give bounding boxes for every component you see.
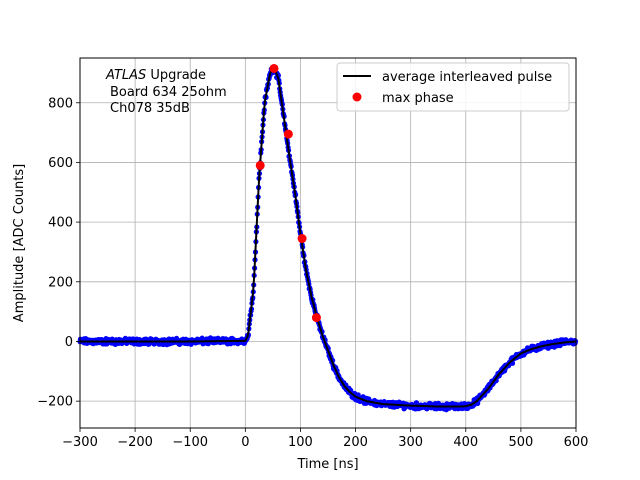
- plot-frame: [79, 57, 577, 429]
- legend-entry-line: average interleaved pulse: [382, 70, 552, 85]
- x-tick-label: 500: [508, 435, 533, 450]
- y-axis-label: Amplitude [ADC Counts]: [12, 164, 27, 322]
- annotation-line-1: ATLAS Upgrade: [105, 68, 206, 83]
- average-pulse-line: [80, 65, 577, 408]
- max-phase-point: [311, 313, 321, 323]
- legend-entry-marker: max phase: [382, 91, 454, 106]
- max-phase-point: [255, 160, 265, 170]
- x-tick-label: −200: [117, 435, 153, 450]
- x-tick-label: 600: [564, 435, 589, 450]
- max-phase-point: [297, 234, 307, 244]
- x-axis-label: Time [ns]: [296, 457, 358, 472]
- pulse-line-group: [80, 65, 577, 408]
- x-tick-label: 300: [398, 435, 423, 450]
- x-tick-label: −100: [172, 435, 208, 450]
- annotation-line-2: Board 634 25ohm: [110, 85, 227, 100]
- y-tick-label: 600: [48, 156, 73, 171]
- y-tick-label: 400: [48, 216, 73, 231]
- x-tick-label: 400: [453, 435, 478, 450]
- annotation-line-3: Ch078 35dB: [110, 101, 190, 116]
- legend-box: [336, 62, 570, 112]
- y-tick-label: 800: [48, 96, 73, 111]
- x-tick-label: 100: [288, 435, 313, 450]
- x-tick-label: −300: [62, 435, 98, 450]
- axis-ticks: −300 −200 −100 0 100 200 300 400 500 600 −200 0 200 4…: [37, 96, 588, 450]
- y-tick-label: 0: [65, 335, 73, 350]
- max-phase-markers: [255, 63, 321, 323]
- x-tick-label: 200: [343, 435, 368, 450]
- legend-marker-swatch: [352, 92, 362, 102]
- legend: average interleaved pulse max phase: [336, 62, 570, 112]
- y-tick-label: −200: [37, 395, 73, 410]
- atlas-annotation: ATLAS Upgrade Board 634 25ohm Ch078 35dB: [105, 68, 227, 116]
- x-tick-label: 0: [241, 435, 249, 450]
- annotation-atlas: ATLAS: [105, 68, 146, 83]
- plot-area: [80, 58, 576, 428]
- max-phase-point: [269, 63, 279, 73]
- max-phase-point: [283, 129, 293, 139]
- annotation-upgrade: Upgrade: [146, 68, 206, 83]
- y-tick-label: 200: [48, 275, 73, 290]
